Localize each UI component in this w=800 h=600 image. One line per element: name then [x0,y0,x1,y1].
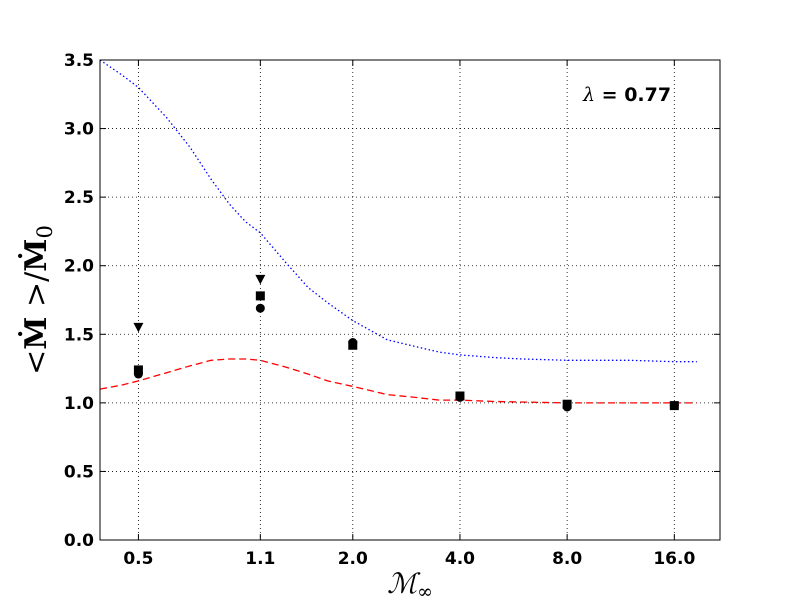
circle-marker [455,392,465,402]
x-tick-label: 2.0 [338,549,368,569]
y-tick-label: 3.0 [64,120,94,140]
y-tick-label: 3.5 [64,51,94,71]
y-tick-label: 0.0 [64,531,94,551]
plot-frame [99,59,721,541]
dashed-curve [99,358,697,404]
y-tick-label: 2.5 [64,188,94,208]
circle-marker [255,303,265,313]
circle-marker [562,402,572,412]
data-markers [133,274,679,412]
y-tick-label: 0.5 [64,462,94,482]
triangle-down-marker [255,274,266,285]
x-tick-label: 8.0 [552,549,582,569]
grid [100,60,720,540]
circle-marker [133,369,143,379]
x-axis-label: ℳ∞ [387,567,433,600]
svg-text:<Ṁ >/Ṁ0: <Ṁ >/Ṁ0 [18,225,57,375]
x-tick-label: 1.1 [245,549,275,569]
axis-ticks [100,59,720,541]
triangle-down-marker [133,322,144,333]
x-tick-label: 4.0 [445,549,475,569]
lambda-annotation: λ = 0.77 [582,84,671,106]
y-tick-label: 1.5 [64,325,94,345]
y-tick-label: 2.0 [64,257,94,277]
y-tick-label: 1.0 [64,394,94,414]
y-tick-labels: 0.0 0.5 1.0 1.5 2.0 2.5 3.0 3.5 [64,51,94,551]
x-tick-label: 0.5 [123,549,153,569]
y-axis-label: <Ṁ >/Ṁ0 [18,225,57,375]
circle-marker [669,401,679,411]
square-marker [255,291,265,301]
data-lines [99,59,697,404]
circle-marker [348,338,358,348]
x-tick-labels: 0.5 1.1 2.0 4.0 8.0 16.0 [123,549,695,569]
x-tick-label: 16.0 [653,549,695,569]
